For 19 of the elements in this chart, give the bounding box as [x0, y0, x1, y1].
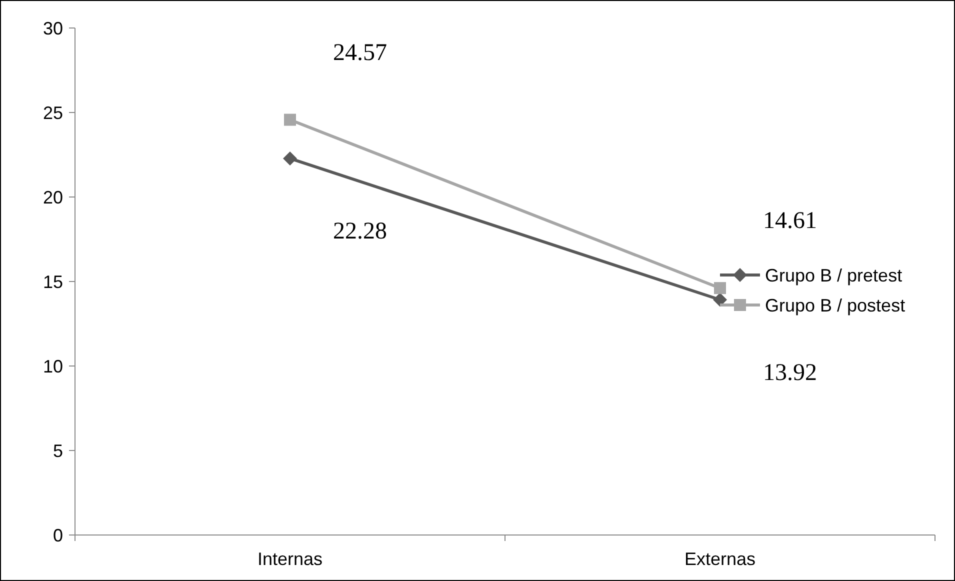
point [283, 151, 297, 166]
y-tick-label: 15 [42, 272, 63, 292]
y-tick-label: 0 [52, 525, 63, 546]
legend-label: Grupo B / postest [765, 295, 906, 316]
data-label: 22.28 [333, 218, 387, 244]
y-tick-label: 10 [42, 356, 63, 376]
point [284, 114, 296, 126]
y-tick-label: 30 [42, 18, 63, 38]
x-tick-label: Externas [684, 549, 756, 569]
point [714, 282, 726, 294]
y-tick-label: 25 [42, 102, 63, 123]
data-label: 24.57 [333, 40, 387, 66]
data-label: 13.92 [763, 360, 817, 386]
y-tick-label: 5 [52, 440, 63, 461]
data-label: 14.61 [763, 208, 817, 234]
y-tick-label: 20 [42, 187, 63, 208]
x-tick-label: Internas [257, 549, 323, 569]
legend-label: Grupo B / pretest [765, 265, 902, 286]
point [713, 292, 727, 307]
